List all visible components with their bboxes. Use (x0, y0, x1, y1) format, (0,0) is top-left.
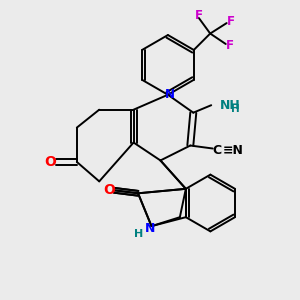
Text: O: O (104, 183, 116, 197)
Text: N: N (145, 222, 155, 235)
Text: C: C (213, 143, 222, 157)
Text: H: H (134, 229, 144, 238)
Text: F: F (195, 8, 203, 22)
Text: O: O (44, 155, 56, 169)
Text: F: F (226, 39, 234, 52)
Text: N: N (165, 88, 175, 101)
Text: H: H (231, 104, 240, 114)
Text: ≡N: ≡N (223, 143, 244, 157)
Text: NH: NH (220, 99, 241, 112)
Text: F: F (227, 15, 235, 28)
